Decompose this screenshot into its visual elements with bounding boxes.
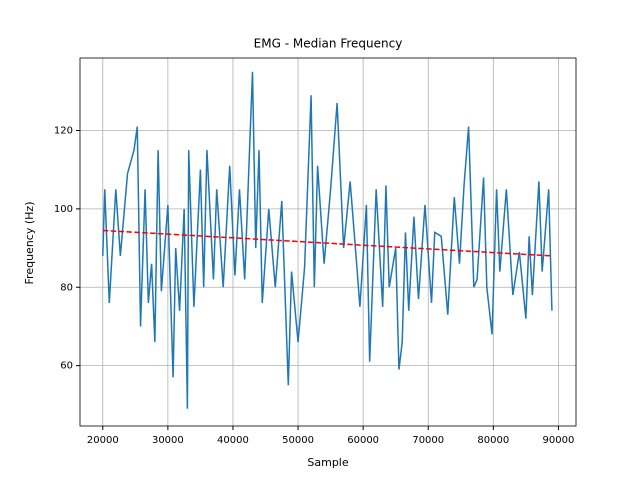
x-tick-label: 90000 [543, 435, 575, 446]
y-tick-label: 120 [54, 126, 73, 137]
y-tick-label: 100 [54, 204, 73, 215]
y-tick-label: 80 [60, 282, 73, 293]
line-series [102, 229, 552, 257]
x-axis-label: Sample [307, 456, 348, 469]
x-tick-label: 80000 [477, 435, 509, 446]
x-tick-label: 30000 [152, 435, 184, 446]
x-tick-label: 70000 [412, 435, 444, 446]
x-tick-label: 20000 [87, 435, 119, 446]
line-series [102, 71, 553, 409]
chart-title: EMG - Median Frequency [254, 37, 403, 51]
y-axis-label: Frequency (Hz) [23, 202, 36, 285]
x-tick-label: 60000 [347, 435, 379, 446]
x-tick-label: 50000 [282, 435, 314, 446]
y-tick-label: 60 [60, 361, 73, 372]
x-tick-label: 40000 [217, 435, 249, 446]
plot-frame [79, 57, 577, 427]
